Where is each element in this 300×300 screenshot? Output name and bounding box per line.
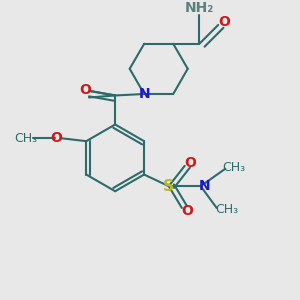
Text: O: O <box>182 204 194 218</box>
Text: O: O <box>79 83 91 97</box>
Text: O: O <box>50 131 62 145</box>
Text: O: O <box>184 156 196 170</box>
Text: S: S <box>163 179 174 194</box>
Text: CH₃: CH₃ <box>215 203 238 216</box>
Text: CH₃: CH₃ <box>15 132 38 145</box>
Text: O: O <box>218 15 230 29</box>
Text: N: N <box>138 87 150 101</box>
Text: N: N <box>199 178 211 193</box>
Text: CH₃: CH₃ <box>223 161 246 174</box>
Text: NH₂: NH₂ <box>185 2 214 15</box>
